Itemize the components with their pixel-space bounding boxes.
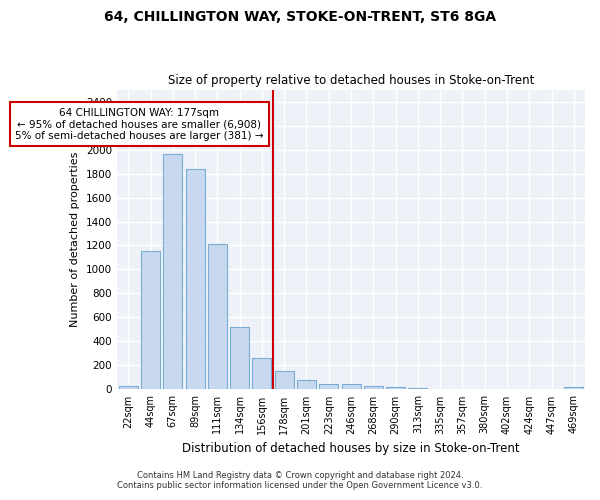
Bar (297, 380, 316, 390)
Bar (275, 371, 293, 390)
Bar (185, 168, 205, 390)
Bar (409, 388, 427, 390)
Bar (341, 384, 361, 390)
X-axis label: Distribution of detached houses by size in Stoke-on-Trent: Distribution of detached houses by size … (182, 442, 520, 455)
Bar (253, 358, 271, 390)
Title: Size of property relative to detached houses in Stoke-on-Trent: Size of property relative to detached ho… (168, 74, 534, 87)
Bar (230, 327, 249, 390)
Bar (208, 244, 227, 390)
Text: 64, CHILLINGTON WAY, STOKE-ON-TRENT, ST6 8GA: 64, CHILLINGTON WAY, STOKE-ON-TRENT, ST6… (104, 10, 496, 24)
Bar (386, 387, 405, 390)
Text: Contains HM Land Registry data © Crown copyright and database right 2024.
Contai: Contains HM Land Registry data © Crown c… (118, 470, 482, 490)
Bar (119, 386, 138, 390)
Bar (364, 386, 383, 390)
Y-axis label: Number of detached properties: Number of detached properties (70, 152, 80, 327)
Bar (163, 154, 182, 390)
Text: 64 CHILLINGTON WAY: 177sqm
← 95% of detached houses are smaller (6,908)
5% of se: 64 CHILLINGTON WAY: 177sqm ← 95% of deta… (15, 108, 263, 140)
Bar (319, 384, 338, 390)
Bar (141, 252, 160, 390)
Bar (565, 387, 583, 390)
